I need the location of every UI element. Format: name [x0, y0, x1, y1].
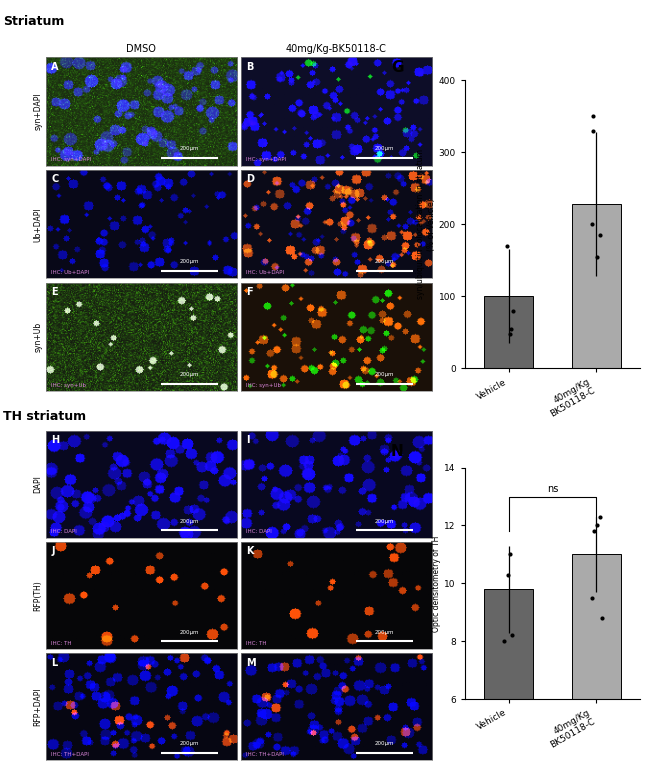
Text: H: H [51, 435, 59, 445]
Y-axis label: Optic densitometry of TH: Optic densitometry of TH [432, 535, 441, 632]
Text: Ub+DAPI: Ub+DAPI [33, 207, 42, 241]
Point [504, 328, 515, 340]
Point [586, 219, 597, 231]
Text: A: A [51, 62, 58, 72]
Text: B: B [246, 62, 254, 72]
Text: K: K [246, 546, 254, 556]
Text: IHC: TH+DAPI: IHC: TH+DAPI [51, 752, 89, 757]
Text: RFP(TH): RFP(TH) [33, 580, 42, 611]
Point [592, 251, 603, 263]
Y-axis label: syn/ubiquitin colocalization in striatum
(% of Vehicle): syn/ubiquitin colocalization in striatum… [416, 149, 436, 299]
Point [502, 240, 512, 252]
Text: Striatum: Striatum [3, 15, 64, 28]
Point [596, 612, 606, 624]
Bar [572, 204, 621, 368]
Text: IHC: syn+Ub: IHC: syn+Ub [246, 383, 281, 388]
Text: IHC: TH+DAPI: IHC: TH+DAPI [246, 752, 284, 757]
Bar [484, 296, 533, 368]
Text: 200μm: 200μm [179, 372, 199, 377]
Point [586, 591, 597, 604]
Text: M: M [246, 658, 256, 668]
Text: J: J [51, 546, 55, 556]
Point [589, 525, 599, 537]
Text: IHC: syn+DAPI: IHC: syn+DAPI [246, 157, 287, 162]
Text: 200μm: 200μm [374, 741, 394, 746]
Text: E: E [51, 287, 58, 297]
Text: IHC: TH: IHC: TH [51, 641, 72, 646]
Text: C: C [51, 174, 58, 184]
Text: TH striatum: TH striatum [3, 410, 86, 423]
Text: 200μm: 200μm [374, 147, 394, 151]
Text: IHC: DAPI: IHC: DAPI [246, 529, 272, 534]
Text: 200μm: 200μm [179, 147, 199, 151]
Point [503, 568, 514, 581]
Point [506, 322, 516, 335]
Text: 200μm: 200μm [374, 372, 394, 377]
Point [499, 635, 509, 647]
Point [505, 549, 515, 561]
Point [595, 229, 605, 241]
Text: 200μm: 200μm [374, 259, 394, 264]
Bar [572, 555, 621, 764]
Text: IHC: Ub+DAPI: IHC: Ub+DAPI [246, 270, 285, 275]
Point [592, 520, 603, 532]
Text: 200μm: 200μm [179, 519, 199, 524]
Text: I: I [246, 435, 250, 445]
Text: L: L [51, 658, 57, 668]
Point [508, 305, 519, 317]
Text: 200μm: 200μm [374, 519, 394, 524]
Text: ns: ns [547, 484, 558, 494]
Point [588, 125, 598, 137]
Text: RFP+DAPI: RFP+DAPI [33, 688, 42, 726]
Text: N: N [391, 445, 404, 459]
Text: 200μm: 200μm [179, 630, 199, 635]
Text: 200μm: 200μm [374, 630, 394, 635]
Point [588, 110, 598, 122]
Text: G: G [391, 60, 404, 75]
Text: IHC: Ub+DAPI: IHC: Ub+DAPI [51, 270, 90, 275]
Text: syn+Ub: syn+Ub [33, 322, 42, 352]
Text: D: D [246, 174, 254, 184]
Text: 200μm: 200μm [179, 741, 199, 746]
Text: 200μm: 200μm [179, 259, 199, 264]
Text: F: F [246, 287, 253, 297]
Bar [484, 589, 533, 764]
Text: IHC: TH: IHC: TH [246, 641, 266, 646]
Text: IHC: DAPI: IHC: DAPI [51, 529, 77, 534]
Text: IHC: syn+Ub: IHC: syn+Ub [51, 383, 86, 388]
Text: 40mg/Kg-BK50118-C: 40mg/Kg-BK50118-C [286, 44, 387, 54]
Text: DAPI: DAPI [33, 475, 42, 494]
Text: IHC: syn+DAPI: IHC: syn+DAPI [51, 157, 92, 162]
Text: syn+DAPI: syn+DAPI [33, 92, 42, 130]
Text: DMSO: DMSO [127, 44, 156, 54]
Point [594, 510, 604, 523]
Point [507, 630, 517, 642]
